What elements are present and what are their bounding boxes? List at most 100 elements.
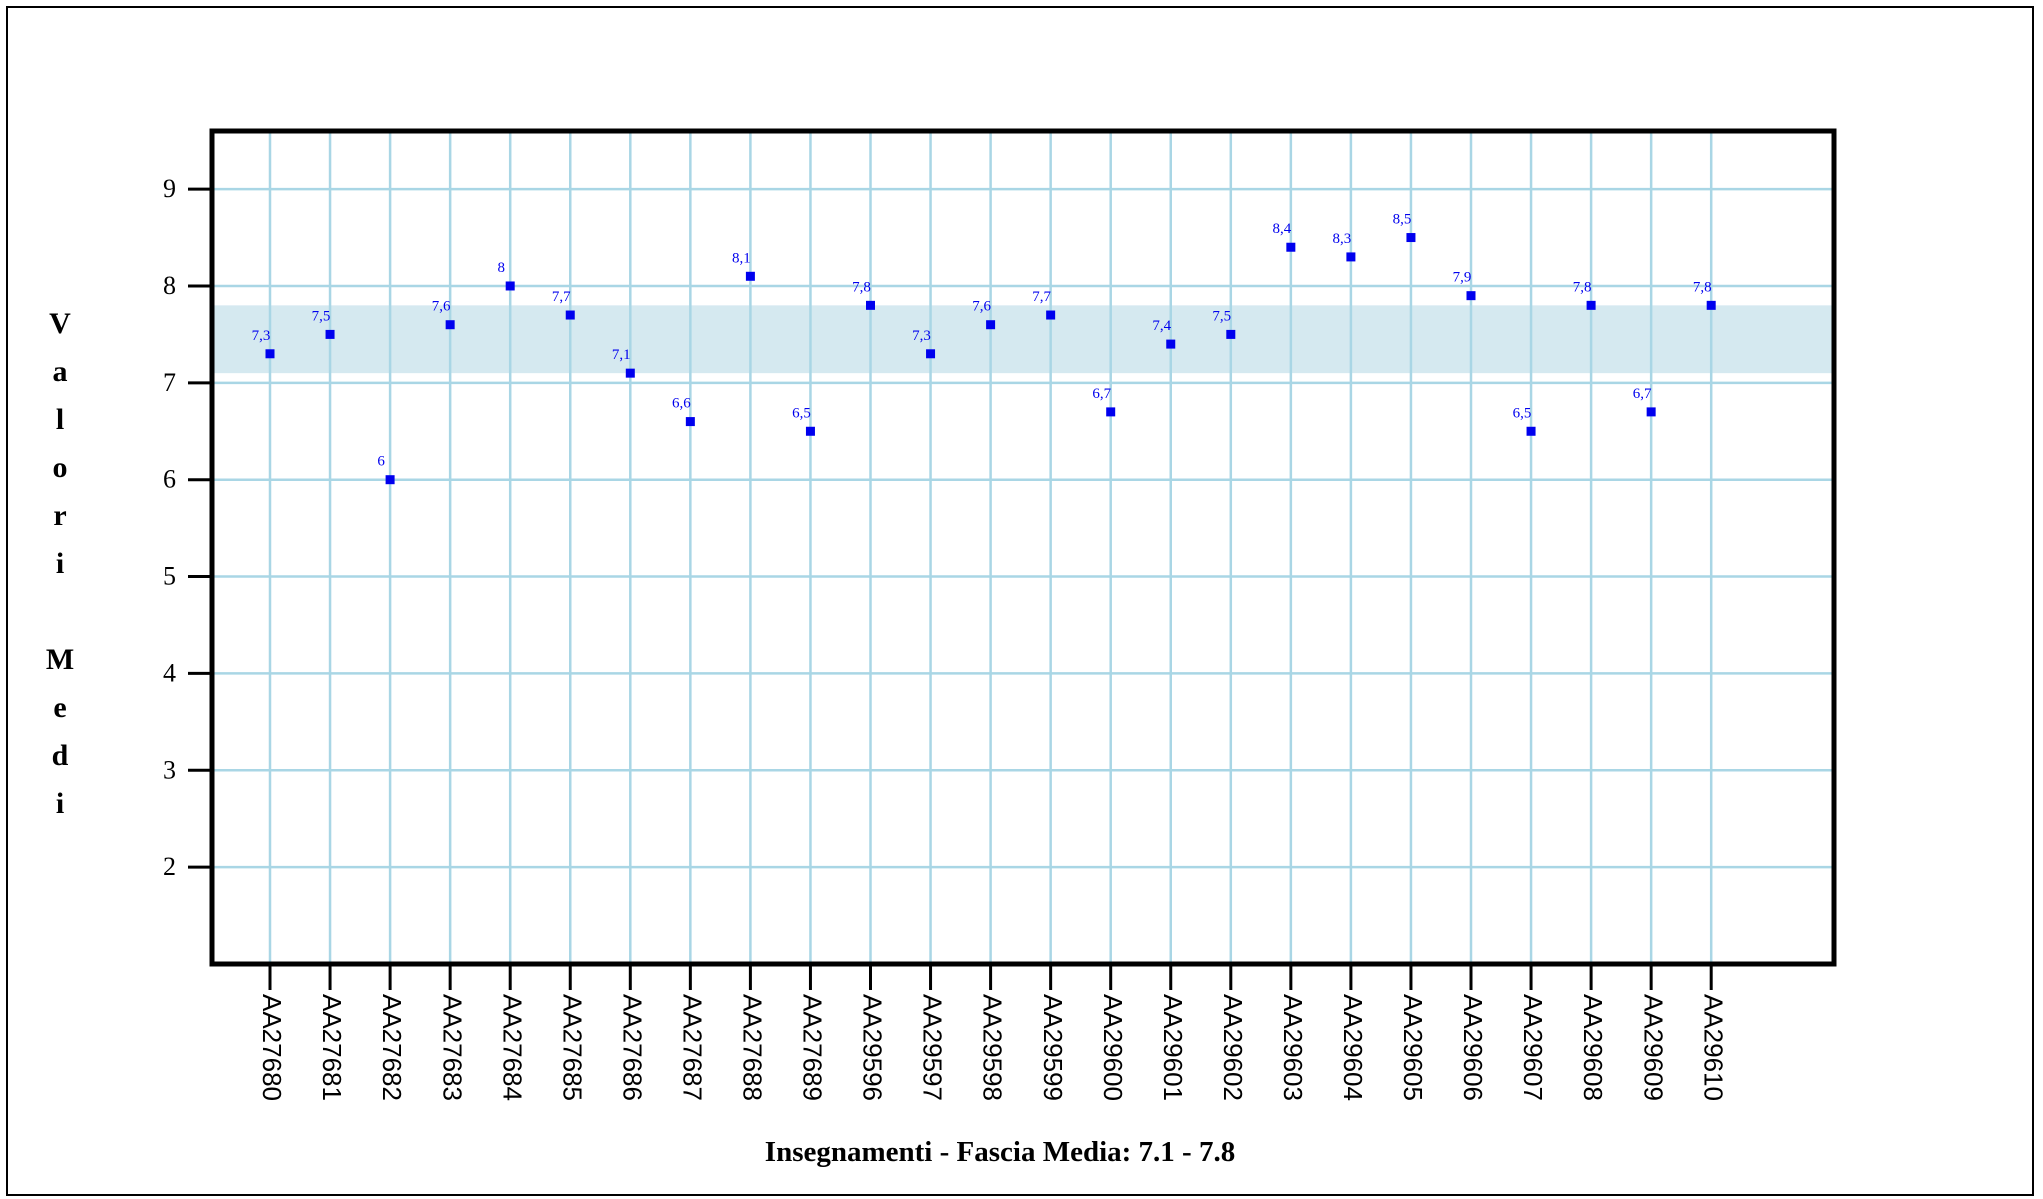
- data-point: [1106, 407, 1116, 417]
- y-tick-label: 6: [163, 465, 176, 494]
- x-tick-label: AA29599: [1038, 994, 1068, 1101]
- data-point: [685, 417, 695, 427]
- x-tick-label: AA29603: [1278, 994, 1308, 1101]
- data-point: [445, 320, 455, 330]
- x-tick-label: AA29601: [1158, 994, 1188, 1101]
- data-label: 7,5: [312, 308, 331, 324]
- data-point: [745, 271, 755, 281]
- y-axis-label-letter: r: [53, 499, 67, 532]
- data-label: 6,7: [1092, 386, 1111, 402]
- data-point: [325, 329, 335, 339]
- x-tick-label: AA27686: [617, 994, 647, 1101]
- data-label: 6,7: [1633, 386, 1652, 402]
- data-label: 7,1: [612, 347, 631, 363]
- x-tick-label: AA27680: [257, 994, 287, 1101]
- data-label: 7,6: [972, 299, 991, 315]
- x-tick-label: AA27682: [377, 994, 407, 1101]
- data-label: 7,6: [432, 299, 451, 315]
- data-point: [1046, 310, 1056, 320]
- data-point: [1166, 339, 1176, 349]
- x-tick-label: AA29600: [1098, 994, 1128, 1101]
- data-point: [1646, 407, 1656, 417]
- data-label: 6,6: [672, 396, 691, 412]
- x-tick-label: AA29597: [918, 994, 948, 1101]
- data-label: 8: [497, 260, 505, 276]
- y-axis-label-letter: M: [45, 643, 75, 676]
- y-tick-label: 2: [163, 852, 176, 881]
- data-label: 7,3: [912, 328, 931, 344]
- y-axis-label-letter: o: [52, 451, 68, 484]
- plot-area-border: [209, 128, 1837, 967]
- y-axis-label-letter: d: [51, 739, 69, 772]
- data-label: 7,9: [1453, 270, 1472, 286]
- data-point: [1586, 300, 1596, 310]
- x-tick-label: AA29602: [1218, 994, 1248, 1101]
- x-tick-label: AA27689: [798, 994, 828, 1101]
- x-tick-label: AA29609: [1638, 994, 1668, 1101]
- x-tick-label: AA27684: [497, 994, 527, 1101]
- data-label: 7,5: [1212, 308, 1231, 324]
- data-label: 7,7: [552, 289, 571, 305]
- data-point: [1286, 242, 1296, 252]
- x-tick-label: AA27681: [317, 994, 347, 1101]
- data-label: 6,5: [792, 405, 811, 421]
- data-point: [1406, 233, 1416, 243]
- x-tick-label: AA29608: [1578, 994, 1608, 1101]
- data-point: [866, 300, 875, 310]
- x-tick-label: AA29604: [1338, 994, 1368, 1101]
- data-point: [986, 320, 996, 330]
- data-label: 7,8: [1573, 279, 1592, 295]
- data-label: 6: [377, 454, 385, 470]
- data-label: 8,4: [1272, 221, 1291, 237]
- y-axis-label-letter: i: [55, 547, 65, 580]
- y-tick-label: 3: [163, 755, 176, 784]
- y-axis-label-letter: e: [53, 691, 67, 724]
- x-tick-label: AA29607: [1518, 994, 1548, 1101]
- data-point: [505, 281, 515, 291]
- data-point: [265, 349, 275, 359]
- y-axis-label-letter: a: [52, 355, 68, 388]
- data-label: 7,3: [252, 328, 271, 344]
- data-point: [926, 349, 936, 359]
- x-tick-label: AA27685: [557, 994, 587, 1101]
- data-label: 6,5: [1513, 405, 1532, 421]
- y-tick-label: 5: [163, 562, 176, 591]
- average-band: [212, 305, 1834, 374]
- x-tick-label: AA27683: [437, 994, 467, 1101]
- x-tick-label: AA29605: [1398, 994, 1428, 1101]
- y-tick-label: 9: [163, 174, 176, 203]
- x-tick-label: AA27688: [738, 994, 768, 1101]
- y-tick-label: 4: [163, 658, 176, 687]
- data-point: [1346, 252, 1356, 262]
- y-axis-label-letter: l: [55, 403, 65, 436]
- y-tick-label: 7: [163, 368, 176, 397]
- x-axis-label: Insegnamenti - Fascia Media: 7.1 - 7.8: [764, 1136, 1236, 1168]
- data-point: [565, 310, 575, 320]
- data-point: [1706, 300, 1716, 310]
- data-point: [625, 368, 635, 378]
- x-tick-label: AA29596: [858, 994, 888, 1101]
- y-axis-label-letter: V: [49, 307, 71, 340]
- y-axis-label-letter: i: [55, 787, 65, 820]
- data-label: 8,1: [732, 250, 751, 266]
- y-tick-label: 8: [163, 271, 176, 300]
- data-point: [1466, 291, 1476, 301]
- data-point: [1226, 329, 1236, 339]
- data-label: 8,5: [1393, 212, 1412, 228]
- x-tick-label: AA29606: [1458, 994, 1488, 1101]
- data-point: [1526, 426, 1536, 436]
- data-label: 7,4: [1152, 318, 1171, 334]
- x-tick-label: AA29610: [1698, 994, 1728, 1101]
- data-label: 7,8: [852, 279, 871, 295]
- x-tick-label: AA27687: [677, 994, 707, 1101]
- data-label: 8,3: [1333, 231, 1352, 247]
- chart-frame: [6, 6, 2034, 1196]
- data-label: 7,8: [1693, 279, 1712, 295]
- y-axis-label-letter: [40, 588, 80, 636]
- data-point: [385, 475, 395, 485]
- x-tick-label: AA29598: [978, 994, 1008, 1101]
- data-point: [805, 426, 815, 436]
- data-label: 7,7: [1032, 289, 1051, 305]
